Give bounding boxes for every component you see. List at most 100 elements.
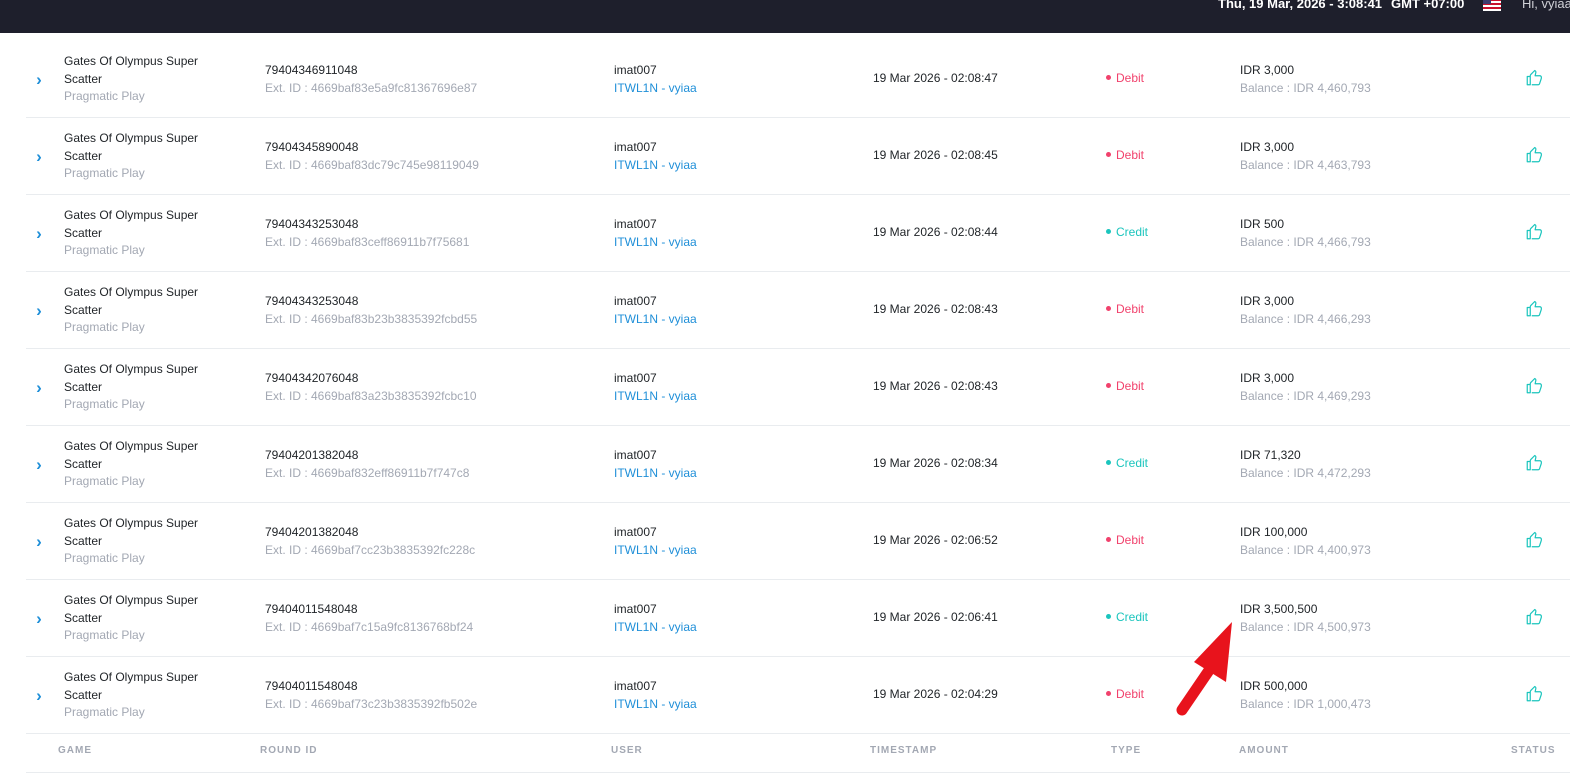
user-name: imat007 bbox=[614, 679, 657, 693]
timestamp: 19 Mar 2026 - 02:06:52 bbox=[873, 533, 998, 547]
chevron-right-icon[interactable]: › bbox=[36, 531, 42, 551]
thumbs-up-icon[interactable] bbox=[1525, 146, 1543, 164]
table-header: GAME ROUND ID USER TIMESTAMP TYPE AMOUNT… bbox=[26, 735, 1570, 773]
us-flag-icon[interactable] bbox=[1483, 0, 1501, 11]
type-label: Credit bbox=[1116, 610, 1149, 624]
agent-link[interactable]: ITWL1N - vyiaa bbox=[614, 388, 697, 403]
thumbs-up-icon[interactable] bbox=[1525, 608, 1543, 626]
external-id: Ext. ID : 4669baf83a23b3835392fcbc10 bbox=[265, 388, 477, 403]
game-name: Gates Of Olympus Super Scatter bbox=[64, 593, 199, 625]
thumbs-up-icon[interactable] bbox=[1525, 377, 1543, 395]
game-provider: Pragmatic Play bbox=[64, 243, 145, 257]
table-row[interactable]: › Gates Of Olympus Super Scatter Pragmatic… bbox=[26, 657, 1570, 734]
external-id: Ext. ID : 4669baf83dc79c745e98119049 bbox=[265, 157, 479, 172]
user-greeting[interactable]: Hi, vyiaa bbox=[1522, 0, 1570, 11]
column-header-amount[interactable]: AMOUNT bbox=[1239, 745, 1289, 756]
game-cell: Gates Of Olympus Super Scatter Pragmatic … bbox=[64, 669, 214, 722]
table-row[interactable]: › Gates Of Olympus Super Scatter Pragmatic… bbox=[26, 195, 1570, 272]
balance-value: Balance : IDR 4,463,793 bbox=[1240, 157, 1371, 172]
chevron-right-icon[interactable]: › bbox=[36, 69, 42, 89]
game-cell: Gates Of Olympus Super Scatter Pragmatic … bbox=[64, 284, 214, 337]
amount-value: IDR 3,000 bbox=[1240, 140, 1295, 154]
type-label: Debit bbox=[1116, 533, 1145, 547]
chevron-right-icon[interactable]: › bbox=[36, 223, 42, 243]
game-name: Gates Of Olympus Super Scatter bbox=[64, 54, 199, 86]
type-label: Debit bbox=[1116, 71, 1145, 85]
game-provider: Pragmatic Play bbox=[64, 628, 145, 642]
user-cell: imat007 ITWL1N - vyiaa bbox=[614, 62, 697, 97]
round-id: 79404345890048 bbox=[265, 140, 359, 154]
chevron-right-icon[interactable]: › bbox=[36, 685, 42, 705]
balance-value: Balance : IDR 4,466,793 bbox=[1240, 234, 1371, 249]
thumbs-up-icon[interactable] bbox=[1525, 300, 1543, 318]
column-header-user[interactable]: USER bbox=[611, 745, 643, 756]
thumbs-up-icon[interactable] bbox=[1525, 223, 1543, 241]
user-name: imat007 bbox=[614, 294, 657, 308]
thumbs-up-icon[interactable] bbox=[1525, 531, 1543, 549]
game-cell: Gates Of Olympus Super Scatter Pragmatic … bbox=[64, 361, 214, 414]
user-cell: imat007 ITWL1N - vyiaa bbox=[614, 524, 697, 559]
chevron-right-icon[interactable]: › bbox=[36, 146, 42, 166]
table-row[interactable]: › Gates Of Olympus Super Scatter Pragmatic… bbox=[26, 118, 1570, 195]
agent-link[interactable]: ITWL1N - vyiaa bbox=[614, 542, 697, 557]
amount-cell: IDR 3,000 Balance : IDR 4,466,293 bbox=[1240, 293, 1371, 328]
status-dot-icon bbox=[1106, 614, 1111, 620]
column-header-timestamp[interactable]: TIMESTAMP bbox=[870, 745, 938, 756]
agent-link[interactable]: ITWL1N - vyiaa bbox=[614, 465, 697, 480]
game-provider: Pragmatic Play bbox=[64, 474, 145, 488]
agent-link[interactable]: ITWL1N - vyiaa bbox=[614, 80, 697, 95]
type-label: Debit bbox=[1116, 148, 1145, 162]
column-header-round-id[interactable]: ROUND ID bbox=[260, 745, 318, 756]
amount-cell: IDR 3,000 Balance : IDR 4,460,793 bbox=[1240, 62, 1371, 97]
type-label: Debit bbox=[1116, 687, 1145, 701]
transaction-table-body: › Gates Of Olympus Super Scatter Pragmatic… bbox=[26, 41, 1570, 734]
user-cell: imat007 ITWL1N - vyiaa bbox=[614, 139, 697, 174]
amount-cell: IDR 3,500,500 Balance : IDR 4,500,973 bbox=[1240, 601, 1371, 636]
round-cell: 79404201382048 Ext. ID : 4669baf832eff869… bbox=[265, 447, 469, 482]
table-row[interactable]: › Gates Of Olympus Super Scatter Pragmatic… bbox=[26, 272, 1570, 349]
agent-link[interactable]: ITWL1N - vyiaa bbox=[614, 234, 697, 249]
round-id: 79404342076048 bbox=[265, 371, 359, 385]
table-row[interactable]: › Gates Of Olympus Super Scatter Pragmatic… bbox=[26, 426, 1570, 503]
chevron-right-icon[interactable]: › bbox=[36, 300, 42, 320]
amount-value: IDR 3,000 bbox=[1240, 63, 1295, 77]
type-label: Credit bbox=[1116, 456, 1149, 470]
column-header-type[interactable]: TYPE bbox=[1111, 745, 1142, 756]
status-dot-icon bbox=[1106, 537, 1111, 543]
table-row[interactable]: › Gates Of Olympus Super Scatter Pragmatic… bbox=[26, 349, 1570, 426]
agent-link[interactable]: ITWL1N - vyiaa bbox=[614, 696, 697, 711]
table-row[interactable]: › Gates Of Olympus Super Scatter Pragmatic… bbox=[26, 580, 1570, 657]
timestamp: 19 Mar 2026 - 02:08:34 bbox=[873, 456, 998, 470]
user-name: imat007 bbox=[614, 371, 657, 385]
chevron-right-icon[interactable]: › bbox=[36, 608, 42, 628]
agent-link[interactable]: ITWL1N - vyiaa bbox=[614, 311, 697, 326]
column-header-game[interactable]: GAME bbox=[58, 745, 92, 756]
round-id: 79404343253048 bbox=[265, 294, 359, 308]
round-id: 79404011548048 bbox=[265, 679, 358, 693]
type-badge: Debit bbox=[1106, 302, 1144, 316]
external-id: Ext. ID : 4669baf7c15a9fc8136768bf24 bbox=[265, 619, 474, 634]
round-cell: 79404342076048 Ext. ID : 4669baf83a23b383… bbox=[265, 370, 477, 405]
game-cell: Gates Of Olympus Super Scatter Pragmatic … bbox=[64, 53, 214, 106]
status-dot-icon bbox=[1106, 306, 1111, 312]
thumbs-up-icon[interactable] bbox=[1525, 685, 1543, 703]
chevron-right-icon[interactable]: › bbox=[36, 454, 42, 474]
thumbs-up-icon[interactable] bbox=[1525, 69, 1543, 87]
type-badge: Debit bbox=[1106, 71, 1144, 85]
status-dot-icon bbox=[1106, 691, 1111, 697]
user-cell: imat007 ITWL1N - vyiaa bbox=[614, 447, 697, 482]
amount-value: IDR 500 bbox=[1240, 217, 1285, 231]
game-name: Gates Of Olympus Super Scatter bbox=[64, 208, 199, 240]
agent-link[interactable]: ITWL1N - vyiaa bbox=[614, 157, 697, 172]
game-cell: Gates Of Olympus Super Scatter Pragmatic … bbox=[64, 515, 214, 568]
thumbs-up-icon[interactable] bbox=[1525, 454, 1543, 472]
chevron-right-icon[interactable]: › bbox=[36, 377, 42, 397]
column-header-status[interactable]: STATUS bbox=[1511, 745, 1556, 756]
external-id: Ext. ID : 4669baf83ceff86911b7f75681 bbox=[265, 234, 470, 249]
balance-value: Balance : IDR 1,000,473 bbox=[1240, 696, 1371, 711]
round-id: 79404346911048 bbox=[265, 63, 358, 77]
agent-link[interactable]: ITWL1N - vyiaa bbox=[614, 619, 697, 634]
status-dot-icon bbox=[1106, 383, 1111, 389]
table-row[interactable]: › Gates Of Olympus Super Scatter Pragmatic… bbox=[26, 503, 1570, 580]
table-row[interactable]: › Gates Of Olympus Super Scatter Pragmatic… bbox=[26, 41, 1570, 118]
